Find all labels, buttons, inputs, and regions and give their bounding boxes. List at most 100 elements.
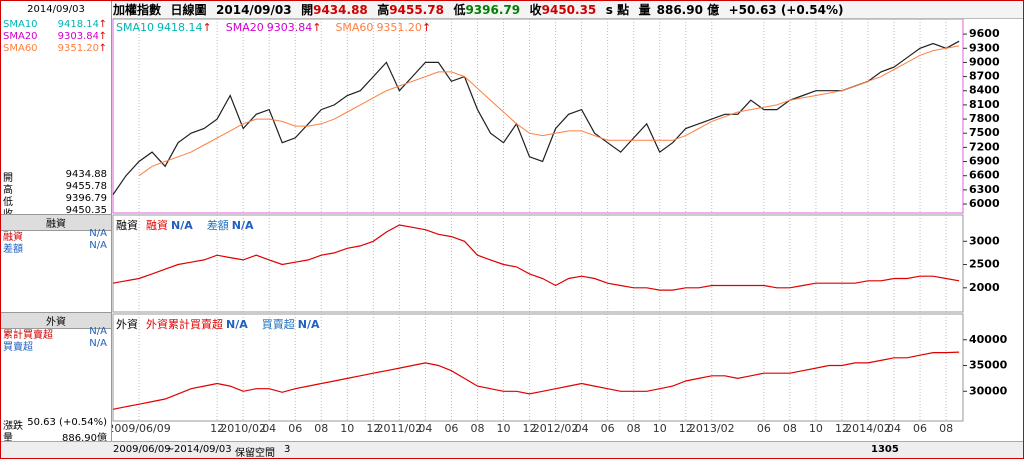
x-tick-label: 12 <box>679 422 693 435</box>
y-tick-label: 8400 <box>969 84 1000 97</box>
y-tick-label: 7200 <box>969 140 1000 153</box>
low: 9396.79 <box>465 3 521 17</box>
footer-label: 量 <box>3 433 13 444</box>
side-date: 2014/09/03 <box>27 4 85 15</box>
indicator-value: 9418.14 <box>57 19 99 30</box>
quote-row: 開 9434.88 <box>3 169 107 184</box>
quote-value: 9396.79 <box>65 193 107 204</box>
quote-value: 9450.35 <box>65 205 107 216</box>
panel-legend: 外資 外資累計買賣超 N/A 買賣超 N/A <box>116 316 334 332</box>
unit: s 點 <box>605 3 630 17</box>
section-row: 買賣超 N/A <box>3 338 107 353</box>
arrow: ↑ <box>421 21 432 34</box>
legend-value: N/A <box>171 219 193 232</box>
close: 9450.35 <box>541 3 597 17</box>
y-tick-label: 8700 <box>969 70 1000 83</box>
indicator-row: SMA20 9303.84 ↑ <box>3 31 107 43</box>
y-tick-label: 7800 <box>969 112 1000 125</box>
legend-value: N/A <box>297 318 320 331</box>
period: 日線圖 <box>170 3 207 17</box>
label: 收 <box>529 3 542 17</box>
change: +50.63 (+0.54%) <box>728 3 844 17</box>
y-tick-label: 7500 <box>969 126 1000 139</box>
legend-value: 9303.84 <box>266 21 313 34</box>
series-line <box>112 351 960 410</box>
arrow: ↑ <box>98 19 107 30</box>
reserve-value: 3 <box>284 444 291 455</box>
y-tick-label: 6600 <box>969 169 1000 182</box>
row-label: 差額 <box>3 244 23 255</box>
panel-frame <box>112 18 964 214</box>
y-tick-label: 6900 <box>969 155 1000 168</box>
arrow: ↑ <box>98 31 107 42</box>
end-date[interactable]: 2014/09/03 <box>174 444 232 455</box>
arrow: ↑ <box>312 21 322 34</box>
x-tick-label: 10 <box>497 422 511 435</box>
row-label: 累計買賣超 <box>3 330 53 341</box>
quote-row: 高 9455.78 <box>3 181 107 196</box>
legend-name: 融資 <box>146 219 168 232</box>
indicator-value: 9303.84 <box>57 31 99 42</box>
panel-frame <box>112 214 964 313</box>
side-panel: 2014/09/03 SMA10 9418.14 ↑ SMA20 9303.84 ↑ SMA6… <box>1 1 112 444</box>
series-line <box>112 224 960 291</box>
series-line <box>138 45 960 177</box>
panel-title: 外資 <box>116 318 138 331</box>
indicator-value: 9351.20 <box>57 43 99 54</box>
y-tick-label: 2500 <box>969 258 1000 271</box>
x-tick-label: 2013/02 <box>689 422 735 435</box>
open: 9434.88 <box>313 3 368 17</box>
row-value: N/A <box>89 326 107 337</box>
x-tick-label: 2009/06/09 <box>107 422 170 435</box>
start-date[interactable]: 2009/06/09 <box>113 444 171 455</box>
arrow: ↑ <box>202 21 212 34</box>
x-tick-label: 2010/02 <box>220 422 266 435</box>
footer-row: 量 886.90億 <box>3 429 107 444</box>
y-tick-label: 6000 <box>969 197 1000 210</box>
legend-name: SMA10 <box>116 21 154 34</box>
quote-value: 9455.78 <box>65 181 107 192</box>
legend-value: N/A <box>231 219 254 232</box>
high: 9455.78 <box>389 3 444 17</box>
quote-label: 高 <box>3 185 13 196</box>
x-tick-label: 12 <box>210 422 224 435</box>
x-tick-label: 06 <box>601 422 615 435</box>
x-tick-label: 08 <box>939 422 953 435</box>
index-name: 加權指數 <box>113 3 162 17</box>
x-tick-label: 12 <box>523 422 537 435</box>
label: 低 <box>453 3 466 17</box>
quote-label: 開 <box>3 173 13 184</box>
x-tick-label: 04 <box>418 422 432 435</box>
x-tick-label: 04 <box>575 422 589 435</box>
status-bar: 2009/06/09 ~ 2014/09/03 保留空間 3 1305 <box>1 441 1023 459</box>
label: 量 <box>638 3 651 17</box>
y-tick-label: 40000 <box>969 333 1008 346</box>
x-tick-label: 08 <box>783 422 797 435</box>
y-tick-label: 8100 <box>969 98 1000 111</box>
footer-value: 886.90億 <box>62 433 107 444</box>
label: 高 <box>377 3 390 17</box>
x-tick-label: 10 <box>809 422 823 435</box>
x-tick-label: 2011/02 <box>377 422 423 435</box>
y-tick-label: 30000 <box>969 384 1008 397</box>
row-label: 買賣超 <box>3 342 33 353</box>
label: 開 <box>301 3 314 17</box>
x-tick-label: 10 <box>340 422 354 435</box>
footer-label: 漲跌 <box>3 421 23 432</box>
y-tick-label: 9600 <box>969 27 1000 40</box>
count: 1305 <box>871 444 899 455</box>
x-tick-label: 12 <box>366 422 380 435</box>
legend-name: 差額 <box>206 219 229 232</box>
x-tick-label: 2012/02 <box>533 422 579 435</box>
section-row: 融資 N/A <box>3 228 107 243</box>
x-tick-label: 12 <box>835 422 849 435</box>
x-tick-label: 04 <box>887 422 901 435</box>
x-tick-label: 08 <box>314 422 328 435</box>
legend-value: 9351.20 <box>376 21 422 34</box>
reserve[interactable]: 保留空間 <box>235 448 275 459</box>
x-tick-label: 08 <box>470 422 484 435</box>
y-tick-label: 3000 <box>969 234 1000 247</box>
arrow: ↑ <box>98 43 107 54</box>
